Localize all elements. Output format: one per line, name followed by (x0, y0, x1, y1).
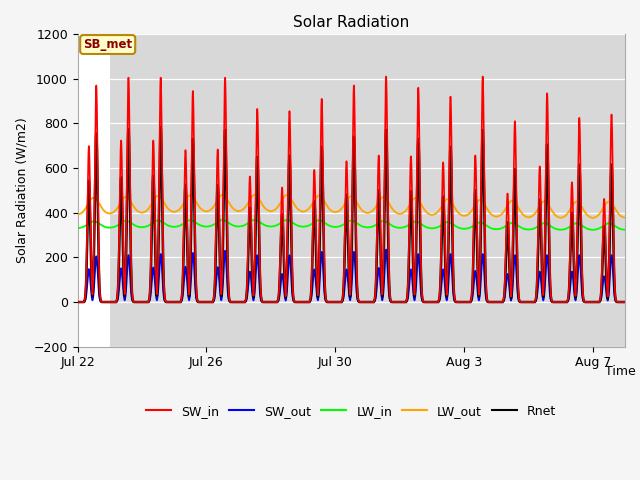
Bar (593, 34, 625, 347)
Bar (335, 34, 399, 347)
Bar (561, 34, 625, 347)
Bar (142, 34, 207, 347)
Bar (239, 34, 303, 347)
Bar (496, 34, 561, 347)
Bar (399, 34, 464, 347)
Text: SB_met: SB_met (83, 38, 132, 51)
Title: Solar Radiation: Solar Radiation (293, 15, 410, 30)
Bar (110, 34, 174, 347)
Bar (207, 34, 271, 347)
Bar (174, 34, 239, 347)
Bar (464, 34, 529, 347)
Y-axis label: Solar Radiation (W/m2): Solar Radiation (W/m2) (15, 118, 28, 263)
Bar (529, 34, 593, 347)
Legend: SW_in, SW_out, LW_in, LW_out, Rnet: SW_in, SW_out, LW_in, LW_out, Rnet (141, 400, 561, 423)
Bar (77, 34, 142, 347)
Bar (271, 34, 335, 347)
Bar (303, 34, 367, 347)
Bar (432, 34, 496, 347)
X-axis label: Time: Time (605, 365, 636, 378)
Bar (367, 34, 432, 347)
